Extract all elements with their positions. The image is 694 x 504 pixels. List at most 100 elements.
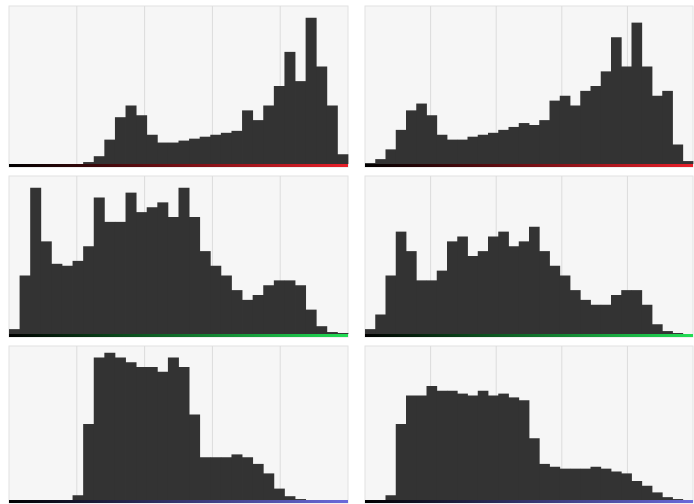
histogram-bar [406, 251, 417, 334]
histogram-bar [467, 136, 479, 164]
histogram-bar [662, 90, 673, 164]
histogram-bar [83, 162, 95, 164]
histogram-bar [72, 495, 84, 500]
histogram-bar [477, 134, 489, 164]
histogram-bar [295, 499, 307, 500]
histogram-bar [498, 129, 509, 164]
histogram-bar [416, 395, 427, 500]
histogram-bar [284, 496, 296, 500]
histogram-bar [508, 246, 520, 334]
histogram-bar [467, 256, 479, 334]
histogram-bar [590, 304, 602, 334]
histogram-bar [295, 81, 307, 164]
histogram-bar [93, 197, 105, 334]
histogram-bar [498, 231, 509, 334]
histogram-bar [385, 275, 397, 334]
histogram-bar [263, 473, 275, 500]
histogram-bar [167, 357, 179, 500]
histogram-bar [559, 275, 571, 334]
histogram-bar [83, 424, 95, 500]
histogram-bar [273, 488, 285, 500]
histogram-bar [284, 280, 296, 334]
histogram-bar [447, 139, 458, 164]
histogram-bar [146, 134, 158, 164]
histogram-bar [231, 130, 243, 164]
histogram-panel [8, 175, 349, 338]
histogram-bar [19, 275, 31, 334]
histogram-bar [385, 495, 397, 500]
histogram-bar [488, 236, 499, 334]
histogram-bar [570, 290, 581, 334]
histogram-bar [662, 331, 673, 334]
histogram-bar [426, 386, 438, 500]
histogram-bar [93, 357, 105, 500]
histogram-bar [621, 66, 632, 164]
histogram-bar [406, 110, 417, 164]
histogram-bar [570, 105, 581, 164]
histogram-bar [93, 156, 105, 164]
histogram-bar [178, 187, 190, 334]
histogram-bar [447, 390, 458, 500]
histogram-panel [364, 345, 694, 504]
histogram-bar [529, 125, 540, 164]
histogram-bar [477, 390, 489, 500]
histogram-bar [104, 221, 116, 334]
histogram-bar [395, 424, 407, 500]
histogram-bar [178, 367, 190, 500]
histogram-bar [518, 123, 530, 164]
histogram-bar [30, 187, 42, 334]
histogram-bar [146, 367, 158, 500]
histogram-bar [611, 37, 622, 164]
histogram-bar [252, 463, 264, 500]
histogram-bar [549, 466, 561, 500]
histogram-bar [611, 295, 622, 334]
histogram-bar [326, 332, 338, 334]
histogram-bar [395, 231, 407, 334]
histogram-bar [220, 275, 232, 334]
histogram-bar [549, 265, 561, 334]
histogram-bar [199, 136, 211, 164]
histogram-bar [252, 120, 264, 164]
histogram-bar [611, 471, 622, 500]
histogram-bar [337, 154, 349, 164]
histogram-bar [621, 290, 632, 334]
histogram-bar [220, 457, 232, 500]
histogram-bar [518, 400, 530, 500]
histogram-bar [136, 367, 148, 500]
histogram-bar [385, 149, 397, 164]
channel-gradient [9, 500, 348, 503]
histogram-bar [9, 329, 20, 334]
histogram-bar [457, 236, 468, 334]
histogram-bar [600, 71, 612, 164]
histogram-bar [621, 473, 632, 500]
histogram-bar [436, 390, 448, 500]
histogram-bar [263, 285, 275, 334]
histogram-bar [508, 126, 520, 164]
histogram-bar [662, 497, 673, 500]
histogram-bar [189, 217, 201, 334]
histogram-bar [426, 115, 438, 164]
histogram-bar [365, 329, 376, 334]
histogram-bar [316, 326, 328, 334]
histogram-bar [104, 139, 116, 164]
channel-gradient [365, 164, 693, 167]
histogram-bar [231, 290, 243, 334]
channel-gradient [365, 500, 693, 503]
histogram-bar [326, 105, 338, 164]
histogram-bar [167, 142, 179, 164]
histogram-bar [426, 280, 438, 334]
histogram-bar [199, 251, 211, 334]
histogram-bar [641, 66, 653, 164]
histogram-bar [559, 468, 571, 500]
histogram-bar [682, 161, 694, 164]
histogram-bar [365, 163, 376, 164]
histogram-bar [457, 393, 468, 500]
histogram-bar [672, 333, 684, 334]
channel-gradient [9, 334, 348, 337]
histogram-bar [652, 492, 663, 500]
histogram-bar [416, 280, 427, 334]
histogram-bar [273, 86, 285, 164]
histogram-bar [51, 263, 63, 334]
histogram-bar [600, 468, 612, 500]
